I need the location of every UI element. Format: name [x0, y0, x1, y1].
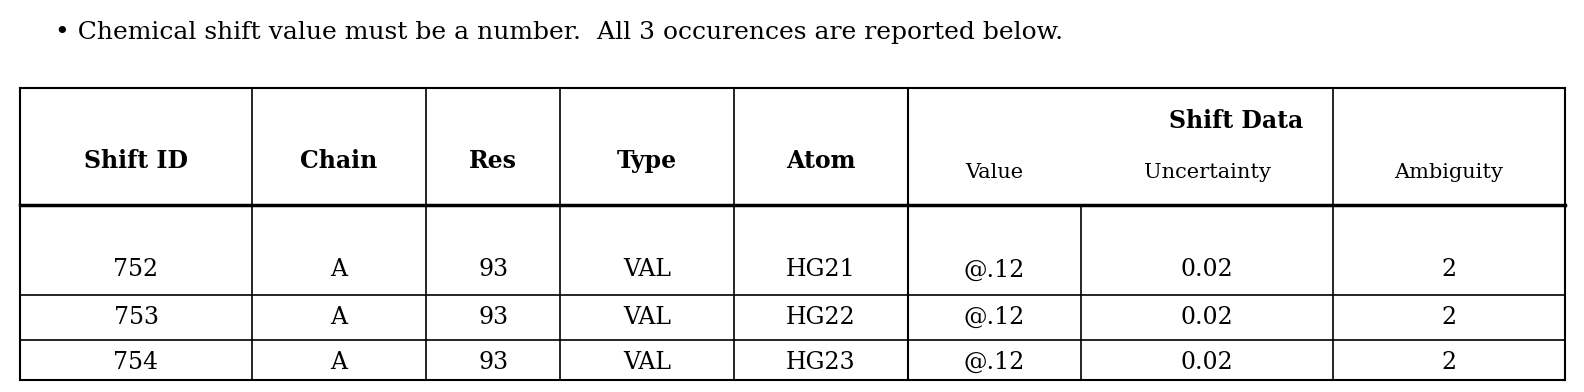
- Text: HG22: HG22: [786, 306, 855, 329]
- Text: @.12: @.12: [963, 306, 1025, 329]
- Text: A: A: [331, 351, 347, 374]
- Text: Res: Res: [469, 149, 516, 172]
- Text: Value: Value: [966, 163, 1023, 182]
- Text: VAL: VAL: [623, 306, 672, 329]
- Text: 2: 2: [1441, 258, 1457, 281]
- Text: 754: 754: [114, 351, 158, 374]
- Text: Atom: Atom: [786, 149, 855, 172]
- Text: 2: 2: [1441, 306, 1457, 329]
- Text: A: A: [331, 258, 347, 281]
- Text: Shift Data: Shift Data: [1169, 109, 1304, 133]
- Text: 0.02: 0.02: [1180, 258, 1234, 281]
- Text: 2: 2: [1441, 351, 1457, 374]
- Text: A: A: [331, 306, 347, 329]
- Text: Shift ID: Shift ID: [84, 149, 188, 172]
- Text: Chain: Chain: [301, 149, 377, 172]
- Text: VAL: VAL: [623, 351, 672, 374]
- Text: 93: 93: [478, 306, 508, 329]
- Text: VAL: VAL: [623, 258, 672, 281]
- Text: • Chemical shift value must be a number.  All 3 occurences are reported below.: • Chemical shift value must be a number.…: [55, 20, 1063, 44]
- Text: Uncertainty: Uncertainty: [1144, 163, 1270, 182]
- Text: 0.02: 0.02: [1180, 351, 1234, 374]
- Text: Type: Type: [618, 149, 678, 172]
- Text: Ambiguity: Ambiguity: [1394, 163, 1503, 182]
- Text: 93: 93: [478, 351, 508, 374]
- Text: HG23: HG23: [786, 351, 855, 374]
- Text: 93: 93: [478, 258, 508, 281]
- Text: 0.02: 0.02: [1180, 306, 1234, 329]
- Text: 752: 752: [114, 258, 158, 281]
- Text: @.12: @.12: [963, 351, 1025, 374]
- Text: HG21: HG21: [786, 258, 855, 281]
- Text: 753: 753: [114, 306, 158, 329]
- Text: @.12: @.12: [963, 258, 1025, 281]
